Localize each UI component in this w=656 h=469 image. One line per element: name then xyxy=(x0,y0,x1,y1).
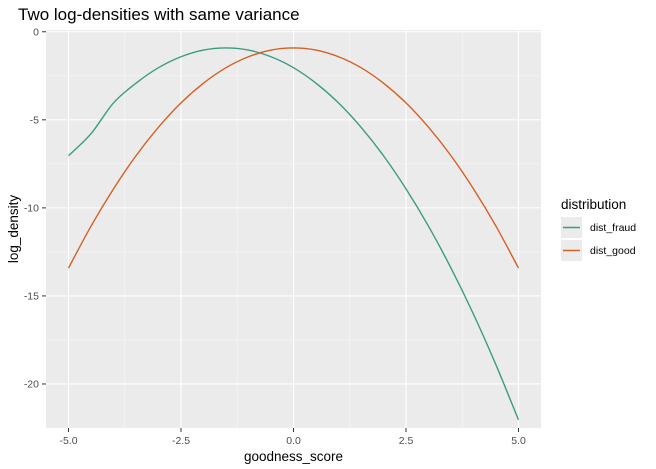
x-tick-label: 2.5 xyxy=(399,435,414,447)
legend-label: dist_fraud xyxy=(590,222,636,234)
series-layer xyxy=(67,47,520,421)
grid-major xyxy=(46,30,541,428)
axis-ticks xyxy=(42,31,519,432)
x-tick-label: -2.5 xyxy=(172,435,190,447)
y-tick-label: -20 xyxy=(24,378,39,390)
y-tick-label: 0 xyxy=(33,26,39,38)
legend-label: dist_good xyxy=(590,245,636,257)
y-axis-title: log_density xyxy=(6,195,21,264)
x-tick-labels: -5.0 -2.5 0.0 2.5 5.0 xyxy=(59,435,525,447)
x-tick-label: 0.0 xyxy=(286,435,301,447)
y-tick-label: -10 xyxy=(24,202,39,214)
legend: distribution dist_fraud dist_good xyxy=(561,197,636,261)
y-tick-label: -5 xyxy=(30,114,39,126)
x-tick-label: -5.0 xyxy=(59,435,77,447)
y-tick-label: -15 xyxy=(24,290,39,302)
x-tick-label: 5.0 xyxy=(511,435,526,447)
series-line-dist-fraud xyxy=(68,47,520,421)
x-axis-title: goodness_score xyxy=(244,449,343,464)
series-line-dist-good xyxy=(67,47,520,269)
y-tick-labels: 0 -5 -10 -15 -20 xyxy=(24,26,39,390)
legend-title: distribution xyxy=(561,197,626,212)
chart-title: Two log-densities with same variance xyxy=(18,5,300,24)
